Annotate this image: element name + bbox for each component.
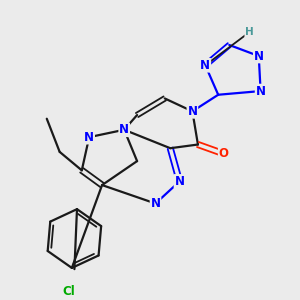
Text: N: N: [188, 105, 197, 118]
Text: N: N: [175, 175, 184, 188]
Text: N: N: [151, 197, 160, 210]
Text: H: H: [245, 27, 254, 37]
Text: Cl: Cl: [62, 286, 75, 298]
Text: N: N: [119, 123, 129, 136]
Text: N: N: [200, 59, 210, 72]
Text: N: N: [84, 131, 94, 144]
Text: N: N: [254, 50, 264, 62]
Text: O: O: [219, 147, 229, 160]
Text: N: N: [256, 85, 266, 98]
